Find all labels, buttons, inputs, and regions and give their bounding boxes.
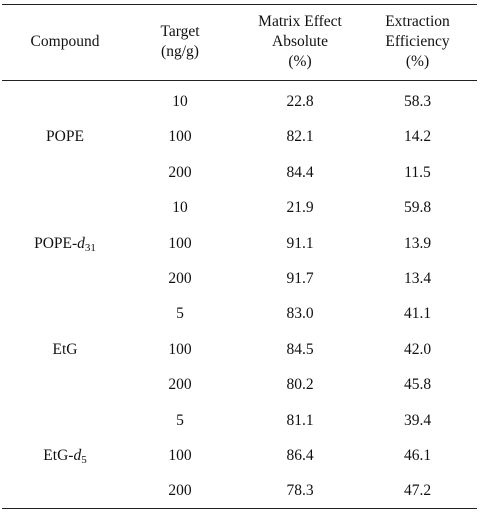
- cell-extraction: 46.1: [403, 447, 432, 464]
- bottom-rule: [2, 508, 477, 509]
- cell-matrix: 80.2: [286, 376, 314, 394]
- cell-extraction: 39.4: [403, 411, 432, 429]
- cell-matrix: 81.1: [286, 411, 314, 429]
- header-extraction-line2: Efficiency: [385, 33, 450, 50]
- header-matrix-line2: Absolute: [272, 33, 328, 50]
- header-compound-line1: Compound: [30, 33, 100, 50]
- cell-extraction: 14.2: [403, 128, 432, 146]
- compound-isotope-count: 31: [84, 241, 96, 254]
- cell-extraction: 41.1: [403, 305, 432, 323]
- compound-name: POPE: [46, 128, 84, 146]
- cell-target: 100: [168, 128, 192, 146]
- cell-extraction: 58.3: [403, 93, 432, 110]
- cell-extraction: 13.4: [403, 270, 432, 287]
- cell-target: 100: [168, 447, 192, 464]
- header-compound: Compound: [10, 32, 120, 52]
- cell-matrix: 21.9: [286, 199, 314, 217]
- cell-target: 200: [168, 482, 192, 500]
- cell-matrix: 86.4: [286, 447, 314, 464]
- compound-label: POPE: [10, 127, 120, 147]
- compound-name: EtG: [52, 340, 78, 358]
- header-matrix-line3: (%): [288, 53, 312, 70]
- compound-name: EtG-: [43, 447, 74, 464]
- compound-label: POPE-d31: [10, 234, 120, 254]
- cell-target: 10: [172, 199, 188, 217]
- cell-target: 10: [172, 93, 188, 110]
- top-rule: [2, 4, 477, 5]
- cell-target: 100: [168, 234, 192, 252]
- compound-isotope-label: d: [77, 234, 85, 252]
- cell-target: 5: [176, 305, 184, 323]
- cell-matrix: 82.1: [286, 128, 314, 146]
- cell-target: 200: [168, 270, 192, 287]
- cell-matrix: 83.0: [286, 305, 314, 323]
- compound-isotope-label: d: [73, 447, 82, 464]
- cell-extraction: 45.8: [403, 376, 432, 394]
- cell-extraction: 42.0: [403, 340, 432, 358]
- cell-target: 200: [168, 376, 192, 394]
- cell-extraction: 11.5: [404, 163, 431, 181]
- header-matrix-effect: Matrix Effect Absolute (%): [240, 12, 360, 72]
- cell-matrix: 84.5: [286, 340, 314, 358]
- cell-extraction: 47.2: [403, 482, 432, 500]
- cell-extraction: 59.8: [403, 199, 432, 217]
- header-target-line1: Target: [160, 23, 200, 40]
- compound-label: EtG-d5: [10, 446, 120, 466]
- header-target-line2: (ng/g): [161, 43, 199, 60]
- cell-matrix: 91.1: [286, 234, 314, 252]
- cell-matrix: 84.4: [286, 163, 314, 181]
- compound-label: EtG: [10, 340, 120, 360]
- header-extraction-efficiency: Extraction Efficiency (%): [360, 12, 475, 72]
- cell-extraction: 13.9: [403, 234, 432, 252]
- header-extraction-line1: Extraction: [385, 13, 450, 30]
- cell-target: 200: [168, 163, 192, 181]
- header-rule: [2, 80, 477, 81]
- cell-matrix: 91.7: [286, 270, 314, 287]
- cell-target: 100: [168, 340, 192, 358]
- header-target: Target (ng/g): [125, 22, 235, 62]
- cell-target: 5: [176, 411, 184, 429]
- cell-matrix: 78.3: [286, 482, 314, 500]
- header-extraction-line3: (%): [405, 53, 430, 70]
- compound-isotope-count: 5: [81, 454, 87, 466]
- compound-name: POPE-: [34, 234, 78, 252]
- header-matrix-line1: Matrix Effect: [258, 13, 342, 30]
- cell-matrix: 22.8: [286, 93, 314, 110]
